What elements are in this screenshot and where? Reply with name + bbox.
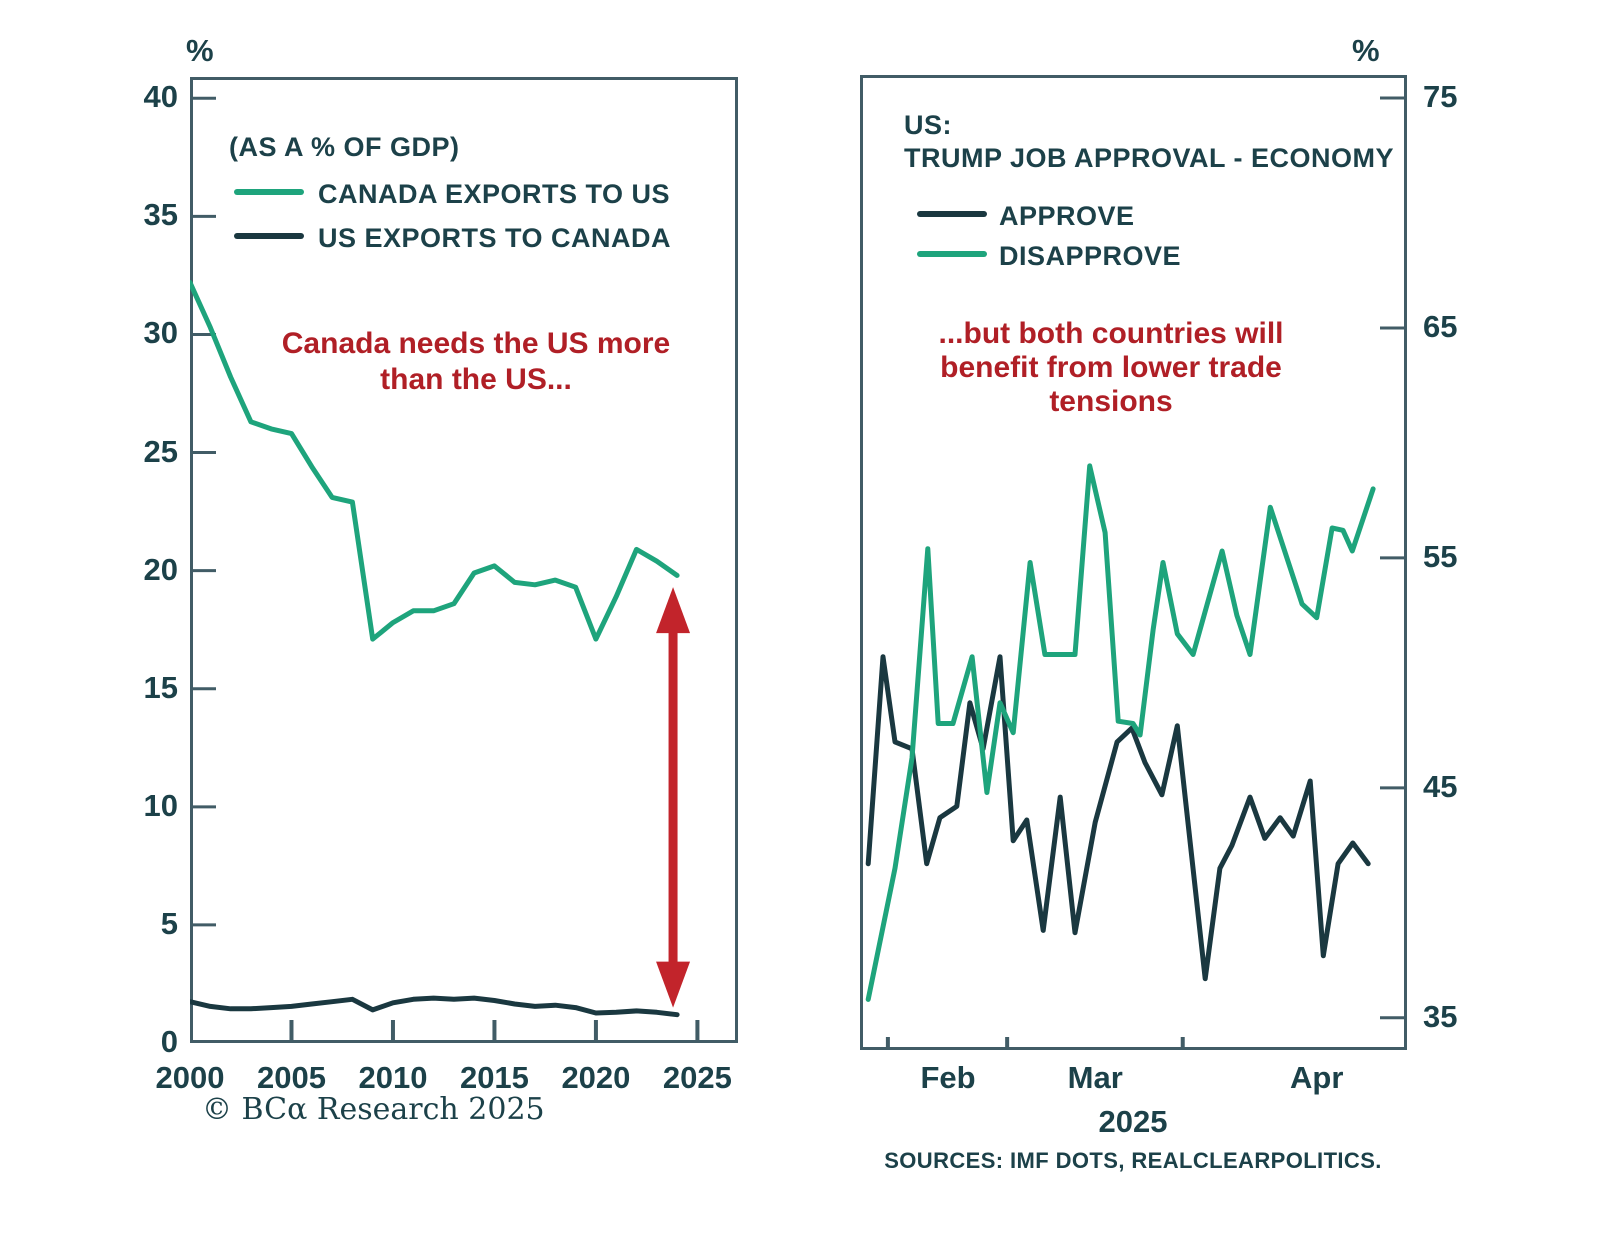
- right-chart-x-label-mar: Mar: [1067, 1060, 1123, 1095]
- canada-us-exports-svg: [187, 77, 738, 1045]
- legend-swatch-disapprove: [917, 251, 987, 257]
- right-chart-y-tick-55: 55: [1423, 538, 1458, 574]
- left-chart-y-tick-5: 5: [160, 905, 178, 941]
- right-chart-title-line-1: US:: [904, 110, 952, 140]
- left-chart-x-tick-2015: 2015: [459, 1060, 529, 1095]
- right-chart-plot-area: [860, 75, 1407, 1050]
- legend-label-canada-exports: CANADA EXPORTS TO US: [318, 179, 671, 209]
- left-annotation-line-2: than the US...: [380, 363, 572, 396]
- trump-approval-economy-svg: [860, 75, 1407, 1050]
- us-exports-to-canada-series-line: [187, 995, 680, 1018]
- copyright-note: © BCα Research 2025: [202, 1092, 545, 1127]
- left-chart-y-tick-0: 0: [160, 1024, 178, 1059]
- legend-label-us-exports: US EXPORTS TO CANADA: [318, 223, 672, 253]
- left-chart-y-tick-25: 25: [143, 433, 178, 469]
- left-chart-y-tick-10: 10: [143, 787, 178, 823]
- canada-exports-to-us-series-line: [187, 280, 680, 642]
- left-chart-annotation: Canada needs the US more than the US...: [276, 326, 676, 398]
- right-chart-percent-unit: %: [1352, 33, 1380, 68]
- left-chart-y-tick-35: 35: [143, 197, 178, 233]
- legend-label-approve: APPROVE: [999, 201, 1135, 231]
- left-chart-y-tick-30: 30: [143, 315, 178, 351]
- left-chart-y-tick-40: 40: [143, 79, 178, 115]
- legend-swatch-approve: [917, 211, 987, 217]
- legend-swatch-canada-exports: [234, 189, 304, 195]
- right-annotation-line-1: ...but both countries will: [938, 317, 1284, 350]
- left-chart-x-tick-2000: 2000: [155, 1060, 225, 1095]
- right-chart-y-tick-65: 65: [1423, 308, 1458, 344]
- left-chart-x-tick-2020: 2020: [561, 1060, 631, 1095]
- sources-note: SOURCES: IMF DOTS, REALCLEARPOLITICS.: [884, 1148, 1382, 1173]
- left-annotation-line-1: Canada needs the US more: [281, 327, 671, 360]
- approve-series-line: [865, 654, 1371, 982]
- left-chart-x-tick-2025: 2025: [662, 1060, 732, 1095]
- left-chart-subtitle: (AS A % OF GDP): [229, 132, 460, 162]
- right-annotation-line-2: benefit from lower trade: [940, 351, 1282, 384]
- left-chart-x-tick-2005: 2005: [256, 1060, 326, 1095]
- right-chart-y-tick-45: 45: [1423, 768, 1458, 804]
- right-chart-year-label: 2025: [1098, 1104, 1168, 1139]
- disapprove-series-line: [865, 463, 1376, 1002]
- left-chart-x-tick-2010: 2010: [358, 1060, 428, 1095]
- right-chart-x-label-feb: Feb: [920, 1060, 976, 1095]
- right-chart-y-tick-35: 35: [1423, 998, 1458, 1034]
- right-chart-y-tick-75: 75: [1423, 78, 1458, 114]
- right-annotation-line-3: tensions: [1049, 385, 1173, 418]
- left-chart-y-tick-20: 20: [143, 551, 178, 587]
- gap-double-arrow: [656, 587, 691, 1008]
- left-chart-plot-area: [187, 77, 738, 1045]
- right-chart-title-line-2: TRUMP JOB APPROVAL - ECONOMY: [904, 143, 1395, 173]
- left-chart-percent-unit: %: [186, 33, 214, 68]
- right-chart-x-label-apr: Apr: [1290, 1060, 1344, 1095]
- legend-swatch-us-exports: [234, 233, 304, 239]
- left-chart-y-tick-15: 15: [143, 669, 178, 705]
- right-chart-annotation: ...but both countries will benefit from …: [911, 317, 1311, 419]
- legend-label-disapprove: DISAPPROVE: [999, 241, 1182, 271]
